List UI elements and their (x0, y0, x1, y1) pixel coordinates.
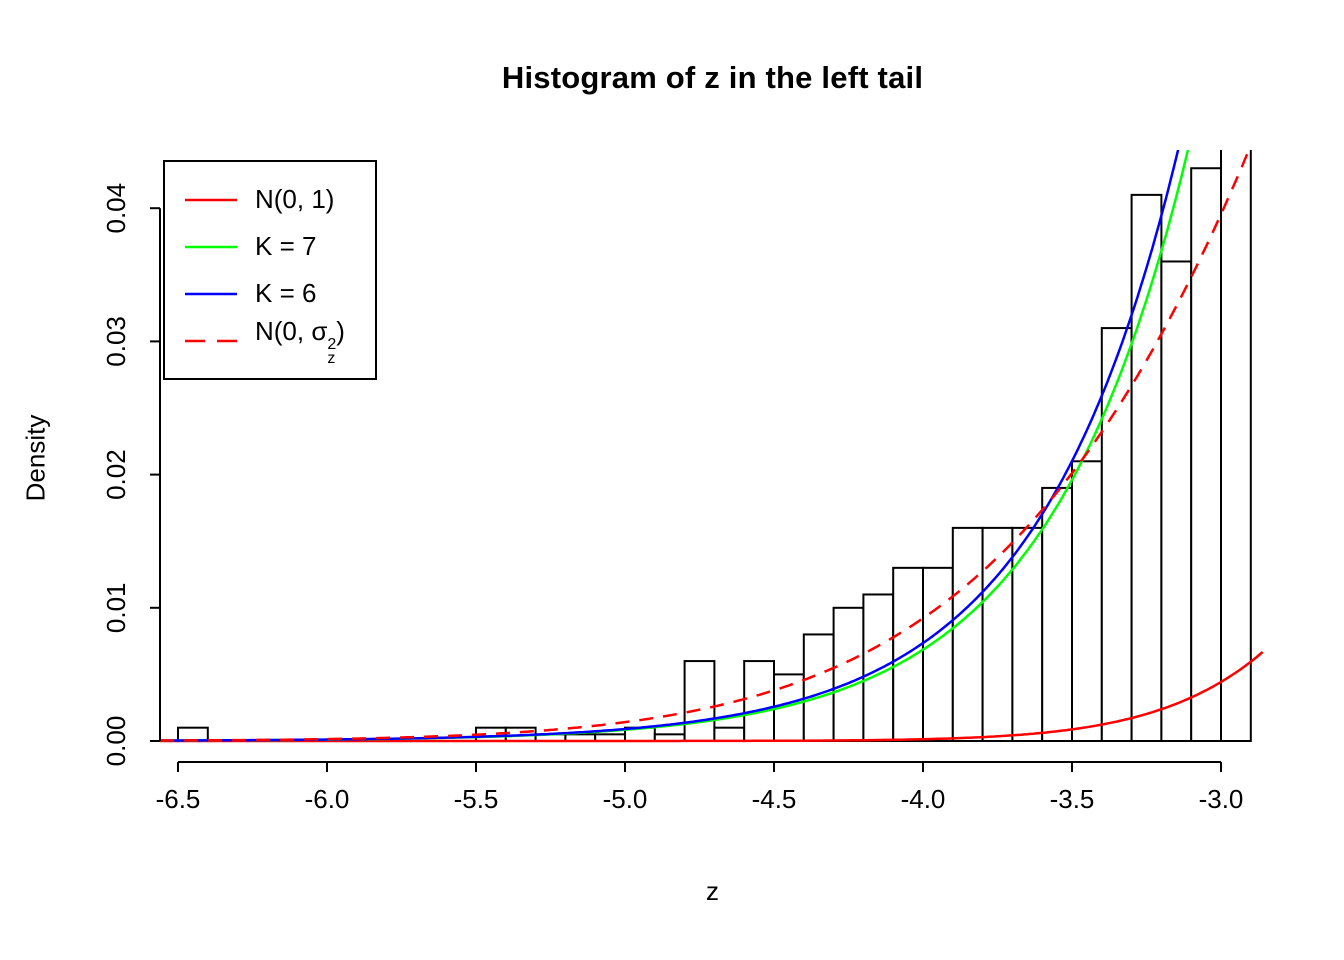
legend-label: N(0, σ 2 z) (255, 315, 345, 367)
curve-0 (160, 651, 1264, 743)
histogram-bar (1220, 150, 1252, 742)
histogram-bar (922, 566, 954, 743)
histogram-bar (892, 566, 925, 743)
y-tick-label: 0.01 (101, 582, 131, 633)
curve-3 (160, 150, 1251, 742)
legend-item-n01: N(0, 1) (183, 176, 345, 223)
sigma-superscript: 2 (327, 335, 337, 353)
legend-line-sample (185, 339, 237, 342)
histogram-bar (1071, 460, 1103, 742)
x-tick-label: -5.0 (603, 784, 648, 814)
histogram-bar (1190, 167, 1222, 743)
histogram-bar (713, 726, 746, 742)
histogram-bar (743, 660, 776, 743)
histogram-bar (1130, 193, 1163, 742)
legend-item-k7: K = 7 (183, 223, 345, 270)
legend-label: K = 6 (255, 278, 317, 308)
x-tick-label: -6.0 (305, 784, 350, 814)
histogram-bar (1100, 327, 1133, 742)
histogram-bar (683, 660, 716, 743)
legend: N(0, 1) K = 7 K = 6 N(0, σ 2 z) (163, 160, 377, 380)
x-axis-label: z (706, 876, 719, 906)
legend-line-sample (185, 198, 237, 201)
legend-label-prefix: N(0, σ (255, 315, 328, 346)
legend-label-suffix: ) (336, 315, 345, 346)
legend-item-k6: K = 6 (183, 270, 345, 317)
legend-line-sample (185, 292, 237, 295)
x-tick-label: -3.0 (1199, 784, 1244, 814)
y-tick-label: 0.03 (101, 316, 131, 367)
y-axis-label: Density (20, 414, 51, 502)
sigma-subscript: z (327, 349, 336, 367)
histogram-bar (1041, 486, 1073, 743)
histogram-bar (1160, 260, 1193, 742)
histogram-bar (832, 606, 865, 742)
x-tick-label: -4.0 (901, 784, 946, 814)
histogram-bar (951, 526, 984, 742)
histogram (177, 150, 1252, 743)
legend-label: N(0, 1) (255, 184, 335, 214)
histogram-bar (981, 526, 1014, 742)
y-tick-label: 0.02 (101, 449, 131, 500)
axes (150, 207, 1222, 772)
legend-line-sample (185, 245, 237, 248)
y-tick-label: 0.04 (101, 183, 131, 234)
histogram-bar (177, 726, 209, 742)
histogram-bar (802, 633, 835, 742)
chart-title: Histogram of z in the left tail (501, 60, 924, 95)
legend-item-n0-sigma: N(0, σ 2 z) (183, 315, 345, 367)
legend-label: K = 7 (255, 231, 317, 261)
histogram-bar (1011, 526, 1044, 742)
y-tick-label: 0.00 (101, 716, 131, 767)
x-tick-label: -3.5 (1050, 784, 1095, 814)
histogram-bar (862, 593, 895, 742)
x-tick-label: -6.5 (156, 784, 201, 814)
curve-2 (160, 150, 1180, 742)
x-tick-label: -4.5 (752, 784, 797, 814)
x-tick-label: -5.5 (454, 784, 499, 814)
